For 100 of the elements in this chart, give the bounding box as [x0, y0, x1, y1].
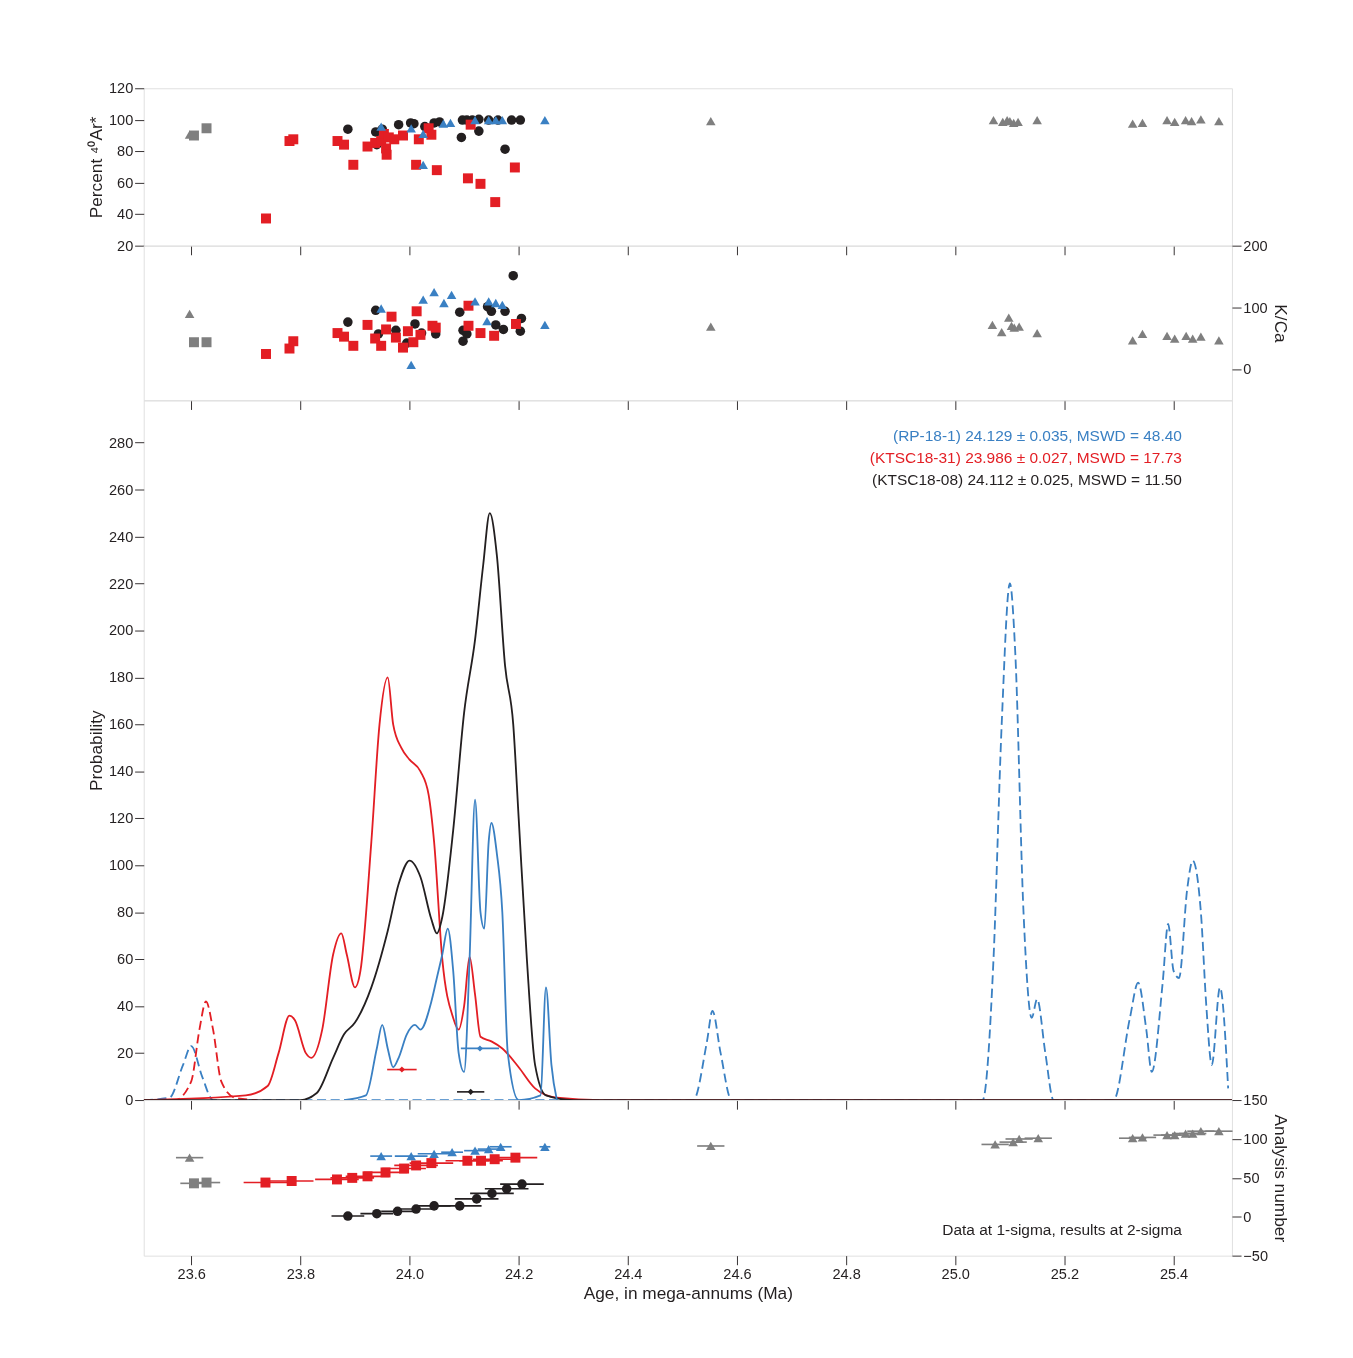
point	[429, 1201, 439, 1211]
point	[506, 115, 517, 125]
point	[509, 162, 520, 173]
point	[490, 197, 501, 208]
point	[1181, 331, 1191, 340]
x-tick-label: 24.4	[614, 1265, 643, 1282]
point	[261, 213, 271, 224]
point	[1196, 115, 1206, 124]
point	[1186, 116, 1197, 126]
y-tick-label: 40	[117, 206, 134, 223]
y-tick-label: 100	[109, 857, 134, 874]
y2-tick-label: −50	[1243, 1247, 1269, 1264]
x-axis-title: Age, in mega-annums (Ma)	[583, 1282, 793, 1303]
text: (KTSC18-31) 23.986 ± 0.027, MSWD = 17.73	[869, 449, 1182, 467]
point	[1137, 118, 1148, 128]
point	[410, 319, 420, 329]
point	[462, 1155, 473, 1166]
y-tick-label: 240	[109, 528, 134, 545]
point	[406, 360, 416, 369]
point	[343, 317, 353, 327]
x-tick-label: 24.2	[504, 1265, 534, 1282]
point	[476, 1155, 487, 1166]
point	[1032, 328, 1042, 338]
point	[1008, 1137, 1018, 1147]
y2-tick-label: 50	[1243, 1169, 1260, 1186]
point	[1162, 115, 1172, 125]
point	[343, 124, 353, 134]
point	[380, 1167, 391, 1178]
y2-tick-label: 100	[1243, 299, 1268, 316]
point	[990, 1140, 1000, 1149]
y2-axis-title: Analysis number	[1271, 1114, 1292, 1243]
point	[362, 319, 373, 330]
y-tick-label: 60	[117, 174, 134, 191]
point	[517, 1179, 527, 1189]
point	[426, 1158, 437, 1169]
point	[470, 297, 480, 306]
y-tick-label: 140	[109, 763, 134, 780]
y-tick-label: 160	[109, 716, 134, 733]
point	[389, 134, 400, 145]
point	[471, 1194, 482, 1204]
point	[508, 270, 519, 281]
point	[1187, 1129, 1198, 1138]
y-tick-label: 280	[109, 434, 134, 451]
point	[462, 173, 473, 184]
point	[402, 326, 413, 337]
point	[540, 115, 550, 125]
annotation: Data at 1-sigma, results at 2-sigma	[942, 1220, 1183, 1238]
point	[376, 340, 387, 351]
point	[347, 1172, 358, 1183]
point	[406, 1151, 416, 1161]
point	[288, 134, 299, 145]
point	[372, 1208, 382, 1219]
y2-tick-label: 100	[1243, 1130, 1268, 1147]
point	[184, 1153, 195, 1162]
point	[1169, 1130, 1180, 1140]
point	[260, 1177, 271, 1188]
point	[491, 320, 501, 330]
point	[463, 300, 474, 311]
point	[463, 320, 474, 331]
y-tick-label: 220	[109, 575, 134, 592]
text: (RP-18-1) 24.129 ± 0.035, MSWD = 48.40	[893, 427, 1182, 445]
point	[1127, 336, 1138, 345]
point	[343, 1211, 353, 1221]
y-tick-label: 260	[109, 481, 134, 498]
y-tick-label: 120	[109, 810, 134, 827]
point	[393, 119, 404, 130]
point	[445, 118, 456, 128]
point	[418, 160, 428, 169]
point	[188, 130, 199, 141]
point	[706, 322, 716, 331]
point	[1014, 1134, 1024, 1144]
point	[491, 298, 501, 308]
x-tick-label: 23.8	[286, 1265, 315, 1282]
point	[381, 149, 392, 160]
point	[184, 309, 195, 319]
point	[376, 1151, 386, 1161]
point	[446, 290, 457, 299]
y2-axis-title: K/Ca	[1270, 304, 1291, 344]
point	[510, 1152, 521, 1163]
point	[429, 287, 439, 297]
point	[201, 123, 212, 134]
y-tick-label: 80	[117, 143, 134, 160]
point	[1180, 1129, 1191, 1138]
point	[497, 300, 508, 309]
point	[418, 129, 428, 139]
point	[362, 1171, 373, 1182]
point	[458, 336, 468, 346]
y-axis-title: Probability	[85, 710, 106, 791]
point	[188, 1178, 199, 1189]
point	[348, 340, 359, 351]
point	[470, 1146, 480, 1155]
point	[497, 115, 508, 125]
point	[1187, 334, 1198, 343]
point	[438, 119, 449, 128]
x-tick-label: 24.0	[395, 1265, 425, 1282]
text: (KTSC18-08) 24.112 ± 0.025, MSWD = 11.50	[872, 471, 1182, 489]
point	[392, 1206, 403, 1217]
point	[454, 1201, 465, 1211]
point	[706, 1141, 716, 1151]
point	[1214, 116, 1224, 126]
